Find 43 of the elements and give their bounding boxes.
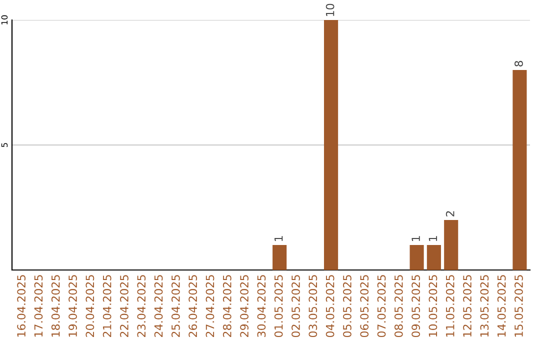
x-tick-label: 25.04.2025 <box>171 275 180 337</box>
x-tick-label: 07.05.2025 <box>377 275 386 338</box>
x-tick-label: 28.04.2025 <box>222 275 232 337</box>
data-label: 1 <box>428 236 438 241</box>
x-tick-label: 20.04.2025 <box>86 275 94 337</box>
bar <box>410 245 424 270</box>
x-tick-label: 27.04.2025 <box>206 275 214 337</box>
x-tick-label: 21.04.2025 <box>102 275 112 337</box>
x-tick-label: 11.05.2025 <box>446 275 454 337</box>
data-label: 10 <box>326 4 334 16</box>
x-tick-label: 15.05.2025 <box>514 275 523 337</box>
x-tick-label: 02.05.2025 <box>292 275 300 338</box>
bar <box>324 20 338 270</box>
x-tick-label: 23.04.2025 <box>137 275 146 337</box>
x-tick-label: 26.04.2025 <box>188 275 198 337</box>
x-tick-label: 13.05.2025 <box>480 275 489 337</box>
x-tick-label: 29.04.2025 <box>240 275 248 337</box>
bar <box>444 220 458 270</box>
x-tick-label: 16.04.2025 <box>17 275 26 337</box>
x-tick-label: 06.05.2025 <box>360 275 369 338</box>
x-tick-label: 22.04.2025 <box>120 275 128 337</box>
data-label: 8 <box>514 60 523 66</box>
x-tick-label: 04.05.2025 <box>326 275 334 338</box>
x-tick-label: 08.05.2025 <box>394 275 403 338</box>
x-tick-label: 14.05.2025 <box>497 275 506 337</box>
x-tick-label: 18.04.2025 <box>51 275 60 337</box>
x-tick-label: 30.04.2025 <box>257 275 266 337</box>
data-label: 1 <box>274 236 283 241</box>
x-tick-label: 05.05.2025 <box>343 275 352 338</box>
bar <box>426 245 441 270</box>
data-label: 1 <box>412 236 420 241</box>
x-tick-label: 01.05.2025 <box>274 275 283 338</box>
x-tick-label: 24.04.2025 <box>154 275 163 337</box>
x-tick-label: 17.04.2025 <box>34 275 43 337</box>
bar <box>512 70 527 270</box>
x-tick-label: 12.05.2025 <box>463 275 472 337</box>
data-label: 2 <box>446 211 454 216</box>
x-tick-label: 03.05.2025 <box>308 275 318 338</box>
y-tick-label: 5 <box>1 143 8 148</box>
x-tick-label: 10.05.2025 <box>428 275 438 337</box>
bar <box>272 245 287 270</box>
x-tick-label: 09.05.2025 <box>412 275 420 338</box>
x-tick-label: 19.04.2025 <box>68 275 77 337</box>
